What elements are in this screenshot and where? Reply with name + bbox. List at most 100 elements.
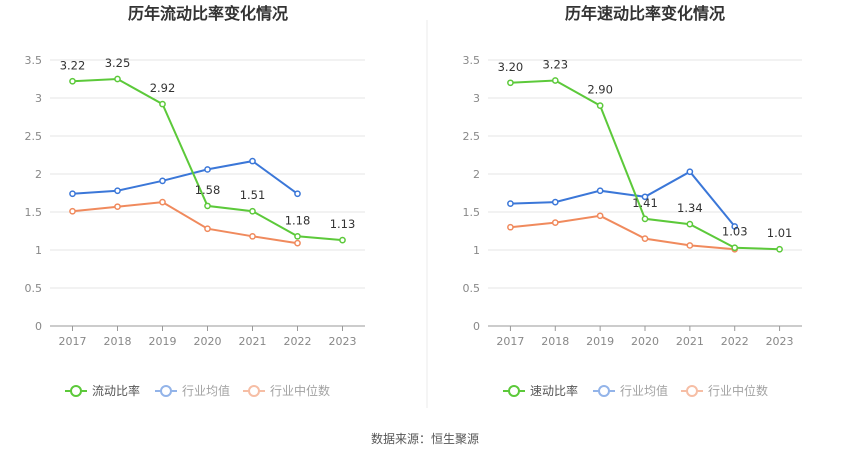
data-point[interactable] xyxy=(294,239,301,247)
x-tick-label: 2017 xyxy=(496,335,524,348)
x-tick-label: 2018 xyxy=(541,335,569,348)
legend-label: 行业中位数 xyxy=(270,383,330,398)
series-line xyxy=(510,170,736,228)
data-label: 1.01 xyxy=(767,226,793,240)
data-point[interactable] xyxy=(641,235,649,242)
y-tick-label: 0 xyxy=(473,320,480,333)
data-point[interactable] xyxy=(69,190,76,198)
data-label: 1.51 xyxy=(240,188,266,202)
data-point[interactable] xyxy=(507,223,514,231)
data-point[interactable] xyxy=(641,193,649,201)
chart-panel-current-ratio: 历年流动比率变化情况 0 0.5 1 1.5 2 2.5 3 3.5 2017 2018 2019 20… xyxy=(25,4,365,398)
legend-label: 流动比率 xyxy=(92,383,140,398)
legend-circle-icon xyxy=(508,385,520,397)
x-tick-label: 2019 xyxy=(586,335,614,348)
data-point[interactable] xyxy=(69,77,76,85)
x-tick-label: 2020 xyxy=(194,335,222,348)
series-line xyxy=(510,214,735,251)
data-point[interactable] xyxy=(114,203,121,211)
y-tick-label: 3.5 xyxy=(25,54,43,67)
legend-item[interactable]: 行业中位数 xyxy=(243,383,330,398)
y-tick-label: 0 xyxy=(35,320,42,333)
chart-title: 历年速动比率变化情况 xyxy=(565,4,725,23)
data-point[interactable] xyxy=(641,215,649,223)
legend-item[interactable]: 行业均值 xyxy=(593,383,668,398)
y-tick-label: 2.5 xyxy=(463,130,481,143)
data-point[interactable] xyxy=(204,202,211,210)
data-point[interactable] xyxy=(69,207,76,215)
x-tick-label: 2020 xyxy=(631,335,659,348)
data-point[interactable] xyxy=(596,187,604,195)
data-point[interactable] xyxy=(551,219,559,226)
data-label: 3.20 xyxy=(498,60,524,74)
x-tick-label: 2017 xyxy=(59,335,87,348)
x-tick-label: 2023 xyxy=(329,335,357,348)
legend-label: 速动比率 xyxy=(530,383,578,398)
data-point[interactable] xyxy=(731,223,739,230)
legend-circle-icon xyxy=(248,385,260,397)
data-point[interactable] xyxy=(507,79,514,87)
data-label: 3.23 xyxy=(542,58,568,72)
y-tick-label: 0.5 xyxy=(463,282,481,295)
legend-circle-icon xyxy=(598,385,610,397)
data-point[interactable] xyxy=(686,168,694,176)
legend-circle-icon xyxy=(160,385,172,397)
data-point[interactable] xyxy=(294,232,301,240)
y-tick-label: 3.5 xyxy=(463,54,481,67)
data-point[interactable] xyxy=(776,245,783,253)
legend-circle-icon xyxy=(686,385,698,397)
x-tick-label: 2023 xyxy=(766,335,794,348)
data-label: 3.22 xyxy=(60,58,86,72)
x-tick-label: 2018 xyxy=(104,335,132,348)
data-label: 2.92 xyxy=(150,81,176,95)
data-label: 1.41 xyxy=(632,196,658,210)
y-tick-label: 2.5 xyxy=(25,130,43,143)
data-point[interactable] xyxy=(114,75,121,83)
x-tick-label: 2019 xyxy=(149,335,177,348)
data-point[interactable] xyxy=(596,212,604,220)
data-point[interactable] xyxy=(159,100,166,108)
y-tick-label: 2 xyxy=(35,168,42,181)
y-tick-label: 1 xyxy=(35,244,42,257)
legend-item[interactable]: 行业中位数 xyxy=(681,383,768,398)
data-point[interactable] xyxy=(159,177,166,185)
data-point[interactable] xyxy=(596,102,604,109)
data-point[interactable] xyxy=(249,232,256,240)
data-point[interactable] xyxy=(249,207,256,215)
data-point[interactable] xyxy=(731,244,739,252)
data-point[interactable] xyxy=(551,198,559,206)
x-tick-label: 2022 xyxy=(721,335,749,348)
y-tick-label: 0.5 xyxy=(25,282,43,295)
series-line xyxy=(72,160,299,195)
data-point[interactable] xyxy=(249,157,256,165)
y-tick-label: 2 xyxy=(473,168,480,181)
data-label: 2.90 xyxy=(587,83,613,97)
data-point[interactable] xyxy=(339,236,346,244)
legend-circle-icon xyxy=(70,385,82,397)
data-point[interactable] xyxy=(507,200,514,207)
y-tick-label: 3 xyxy=(473,92,480,105)
data-label: 1.58 xyxy=(195,183,221,197)
data-point[interactable] xyxy=(204,166,211,173)
data-point[interactable] xyxy=(159,198,166,206)
data-point[interactable] xyxy=(294,190,301,198)
data-point[interactable] xyxy=(551,77,559,84)
data-source-label: 数据来源：恒生聚源 xyxy=(371,431,479,446)
data-point[interactable] xyxy=(686,220,694,228)
legend-item[interactable]: 流动比率 xyxy=(65,383,140,398)
x-tick-label: 2021 xyxy=(239,335,267,348)
data-point[interactable] xyxy=(114,187,121,195)
chart-panel-quick-ratio: 历年速动比率变化情况 0 0.5 1 1.5 2 2.5 3 3.5 2017 2018 2019 20… xyxy=(463,4,802,398)
y-tick-label: 1.5 xyxy=(463,206,481,219)
x-tick-label: 2022 xyxy=(284,335,312,348)
data-point[interactable] xyxy=(686,242,694,249)
data-point[interactable] xyxy=(204,225,211,233)
legend-label: 行业均值 xyxy=(620,383,668,398)
legend-item[interactable]: 速动比率 xyxy=(503,383,578,398)
data-label: 3.25 xyxy=(105,56,131,70)
y-tick-label: 3 xyxy=(35,92,42,105)
series-line xyxy=(72,201,298,245)
legend-label: 行业均值 xyxy=(182,383,230,398)
legend-item[interactable]: 行业均值 xyxy=(155,383,230,398)
